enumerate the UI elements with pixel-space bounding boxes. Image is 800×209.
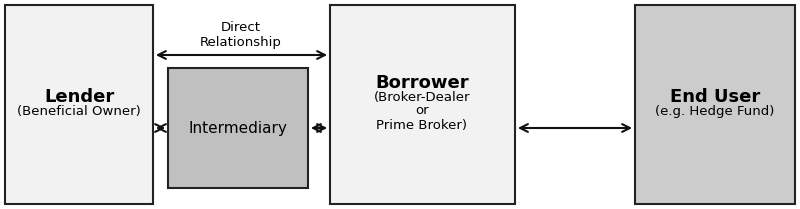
Text: Prime Broker): Prime Broker) [377,119,467,131]
FancyBboxPatch shape [168,68,308,188]
Text: (Beneficial Owner): (Beneficial Owner) [17,104,141,117]
FancyBboxPatch shape [5,5,153,204]
Text: or: or [415,104,429,117]
FancyBboxPatch shape [635,5,795,204]
FancyBboxPatch shape [330,5,515,204]
Text: Direct
Relationship: Direct Relationship [200,21,282,49]
Text: (Broker-Dealer: (Broker-Dealer [374,90,470,103]
Text: Lender: Lender [44,88,114,106]
Text: End User: End User [670,88,760,106]
Text: Intermediary: Intermediary [189,121,287,135]
Text: (e.g. Hedge Fund): (e.g. Hedge Fund) [655,104,774,117]
Text: Borrower: Borrower [375,74,469,92]
